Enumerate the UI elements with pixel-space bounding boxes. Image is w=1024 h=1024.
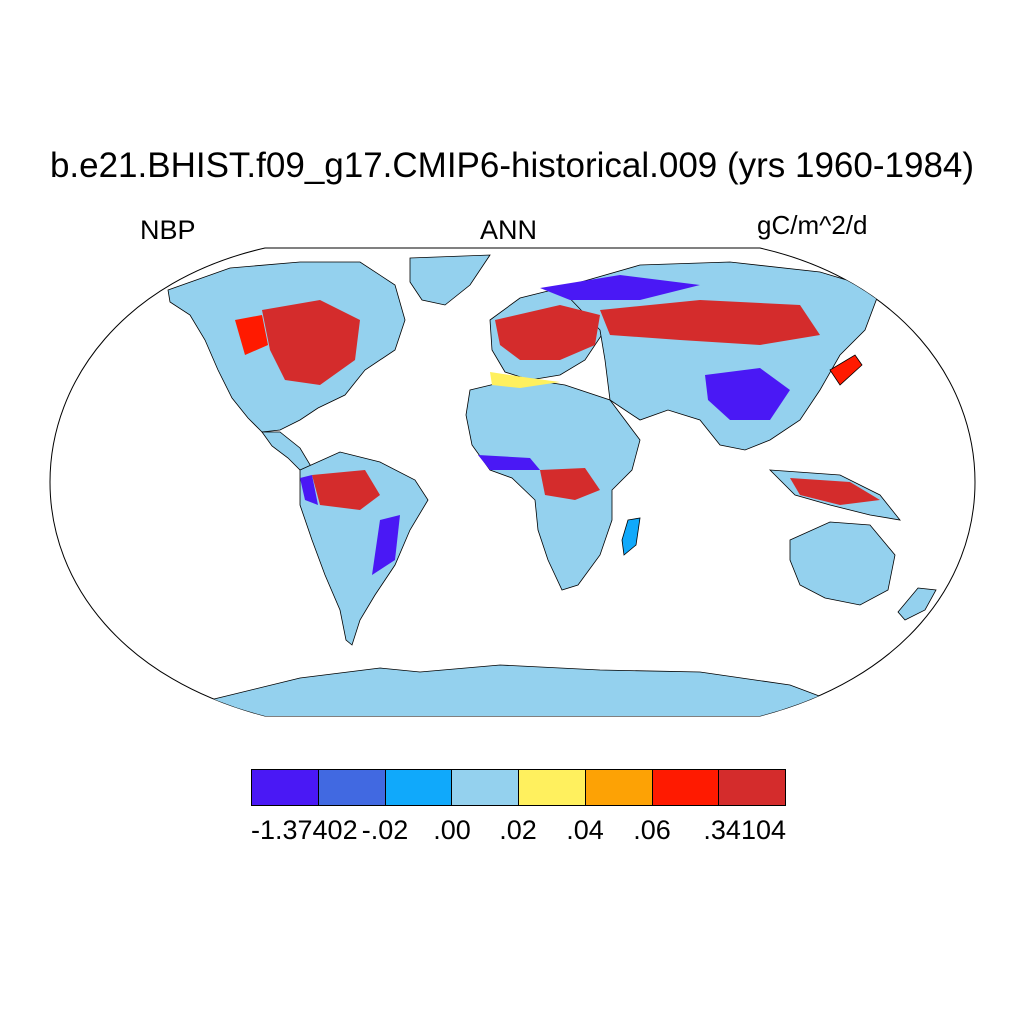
units-label: gC/m^2/d — [757, 210, 868, 240]
colorbar-box — [519, 770, 586, 805]
colorbar-label: .06 — [633, 815, 671, 845]
colorbar-box — [585, 770, 653, 805]
plot-title: b.e21.BHIST.f09_g17.CMIP6-historical.009… — [49, 146, 975, 185]
japan — [829, 354, 863, 386]
colorbar-label: .34104 — [703, 815, 786, 845]
patch-west-africa — [478, 455, 540, 470]
colorbar-label: -1.37402 — [251, 815, 358, 845]
patch-amazon — [312, 470, 380, 510]
colorbar-label: -.02 — [361, 815, 409, 845]
patch-siberia — [600, 300, 820, 345]
madagascar — [621, 517, 641, 556]
patch-europe — [495, 305, 600, 360]
colorbar-box — [318, 770, 386, 805]
antarctica — [209, 664, 831, 716]
colorbar — [251, 769, 786, 806]
patch-eastern-us — [262, 300, 360, 385]
colorbar-box — [385, 770, 453, 805]
patch-indonesia — [790, 478, 880, 505]
patch-north-russia — [540, 275, 700, 300]
colorbar-label: .00 — [433, 815, 471, 845]
anomaly-patches — [235, 275, 880, 575]
colorbar-label: .04 — [566, 815, 604, 845]
colorbar-box — [719, 770, 785, 805]
patch-sahara-border — [490, 372, 560, 388]
patch-amazon-edge — [300, 475, 318, 505]
patch-western-canada — [235, 315, 268, 355]
patch-central-africa — [540, 468, 600, 500]
colorbar-label: .02 — [499, 815, 537, 845]
colorbar-box — [452, 770, 519, 805]
colorbar-box — [252, 770, 319, 805]
patch-china — [705, 368, 790, 420]
new-zealand — [897, 587, 937, 621]
australia — [789, 521, 896, 606]
variable-label: NBP — [140, 215, 196, 245]
colorbar-box — [652, 770, 720, 805]
greenland — [409, 254, 491, 306]
patch-southern-brazil — [372, 515, 400, 575]
season-label: ANN — [480, 215, 538, 245]
